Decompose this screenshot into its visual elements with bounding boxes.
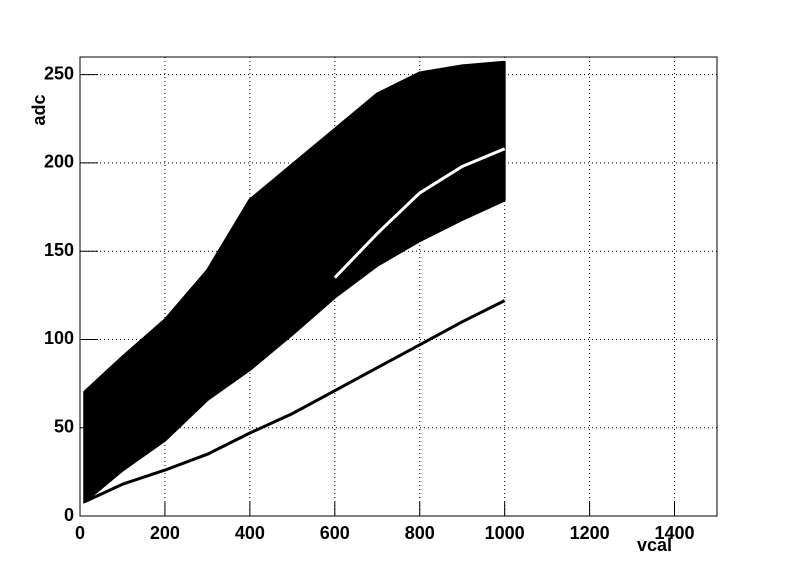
line [83, 198, 506, 504]
x-tick-label: 800 [405, 523, 435, 543]
y-tick-label: 150 [44, 240, 74, 260]
x-tick-label: 1000 [485, 523, 525, 543]
x-axis-label: vcal [637, 535, 672, 555]
y-tick-label: 250 [44, 63, 74, 83]
band [83, 61, 506, 505]
y-axis-label: adc [29, 94, 49, 125]
x-tick-label: 0 [75, 523, 85, 543]
line [83, 299, 506, 504]
x-tick-label: 400 [235, 523, 265, 543]
line [83, 60, 505, 394]
line [333, 147, 506, 279]
x-tick-label: 600 [320, 523, 350, 543]
plot-frame [79, 56, 718, 517]
x-tick-label: 1400 [655, 523, 695, 543]
x-tick-label: 200 [150, 523, 180, 543]
y-tick-label: 100 [44, 328, 74, 348]
y-tick-label: 200 [44, 152, 74, 172]
y-tick-label: 0 [64, 505, 74, 525]
x-tick-label: 1200 [570, 523, 610, 543]
y-tick-label: 50 [54, 416, 74, 436]
